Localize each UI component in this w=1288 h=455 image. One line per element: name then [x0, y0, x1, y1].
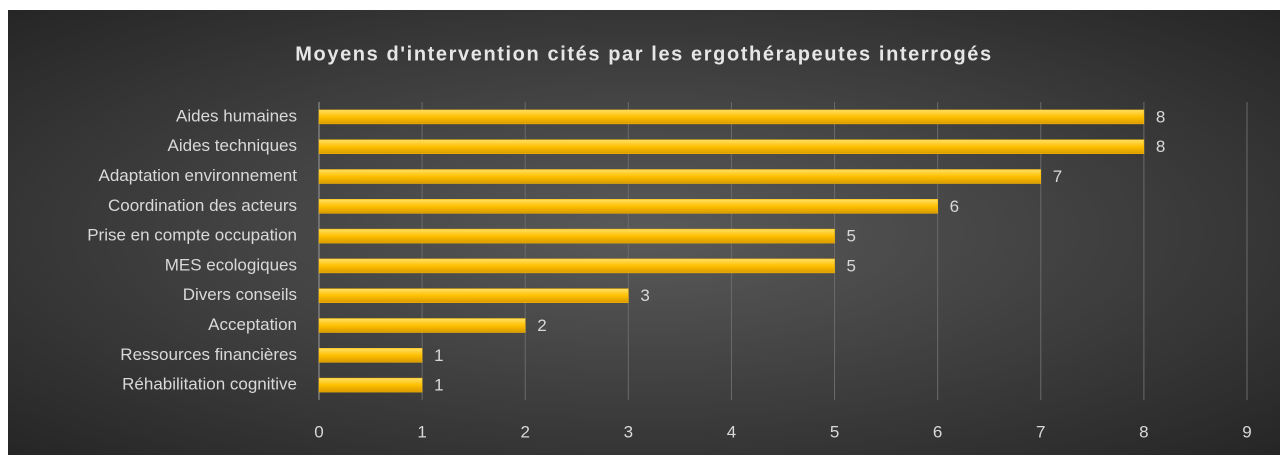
x-tick-label: 6: [933, 422, 942, 441]
data-label: 6: [950, 197, 959, 216]
y-tick-label: Aides humaines: [176, 106, 297, 125]
data-label: 8: [1156, 107, 1165, 126]
data-label: 5: [847, 256, 856, 275]
y-tick-label: Ressources financières: [120, 345, 297, 364]
bar: [318, 109, 1145, 125]
data-label: 3: [640, 286, 649, 305]
y-tick-label: Acceptation: [208, 315, 297, 334]
x-tick-label: 2: [520, 422, 529, 441]
bar: [318, 377, 423, 393]
y-tick-label: MES ecologiques: [165, 255, 297, 274]
y-tick-label: Aides techniques: [168, 136, 297, 155]
x-tick-label: 8: [1139, 422, 1148, 441]
chart-title: Moyens d'intervention cités par les ergo…: [295, 43, 992, 65]
bar: [318, 199, 938, 214]
x-tick-label: 9: [1242, 422, 1251, 441]
bar: [318, 288, 629, 303]
y-tick-label: Prise en compte occupation: [87, 226, 297, 245]
y-tick-label: Divers conseils: [183, 285, 297, 304]
bar: [318, 318, 526, 333]
x-tick-label: 4: [727, 422, 736, 441]
data-label: 7: [1053, 167, 1062, 186]
data-label: 5: [847, 227, 856, 246]
y-tick-label: Adaptation environnement: [99, 166, 298, 185]
x-tick-label: 1: [417, 422, 426, 441]
data-label: 1: [434, 376, 443, 395]
x-tick-label: 5: [830, 422, 839, 441]
x-tick-label: 3: [624, 422, 633, 441]
bar: [318, 139, 1145, 154]
bar: [318, 348, 423, 363]
data-label: 1: [434, 346, 443, 365]
bar: [318, 258, 835, 274]
bar: [318, 228, 835, 244]
y-tick-label: Coordination des acteurs: [108, 196, 297, 215]
data-label: 8: [1156, 137, 1165, 156]
x-tick-label: 7: [1036, 422, 1045, 441]
y-tick-label: Réhabilitation cognitive: [122, 375, 297, 394]
data-label: 2: [537, 316, 546, 335]
bar: [318, 169, 1042, 184]
x-tick-label: 0: [314, 422, 323, 441]
